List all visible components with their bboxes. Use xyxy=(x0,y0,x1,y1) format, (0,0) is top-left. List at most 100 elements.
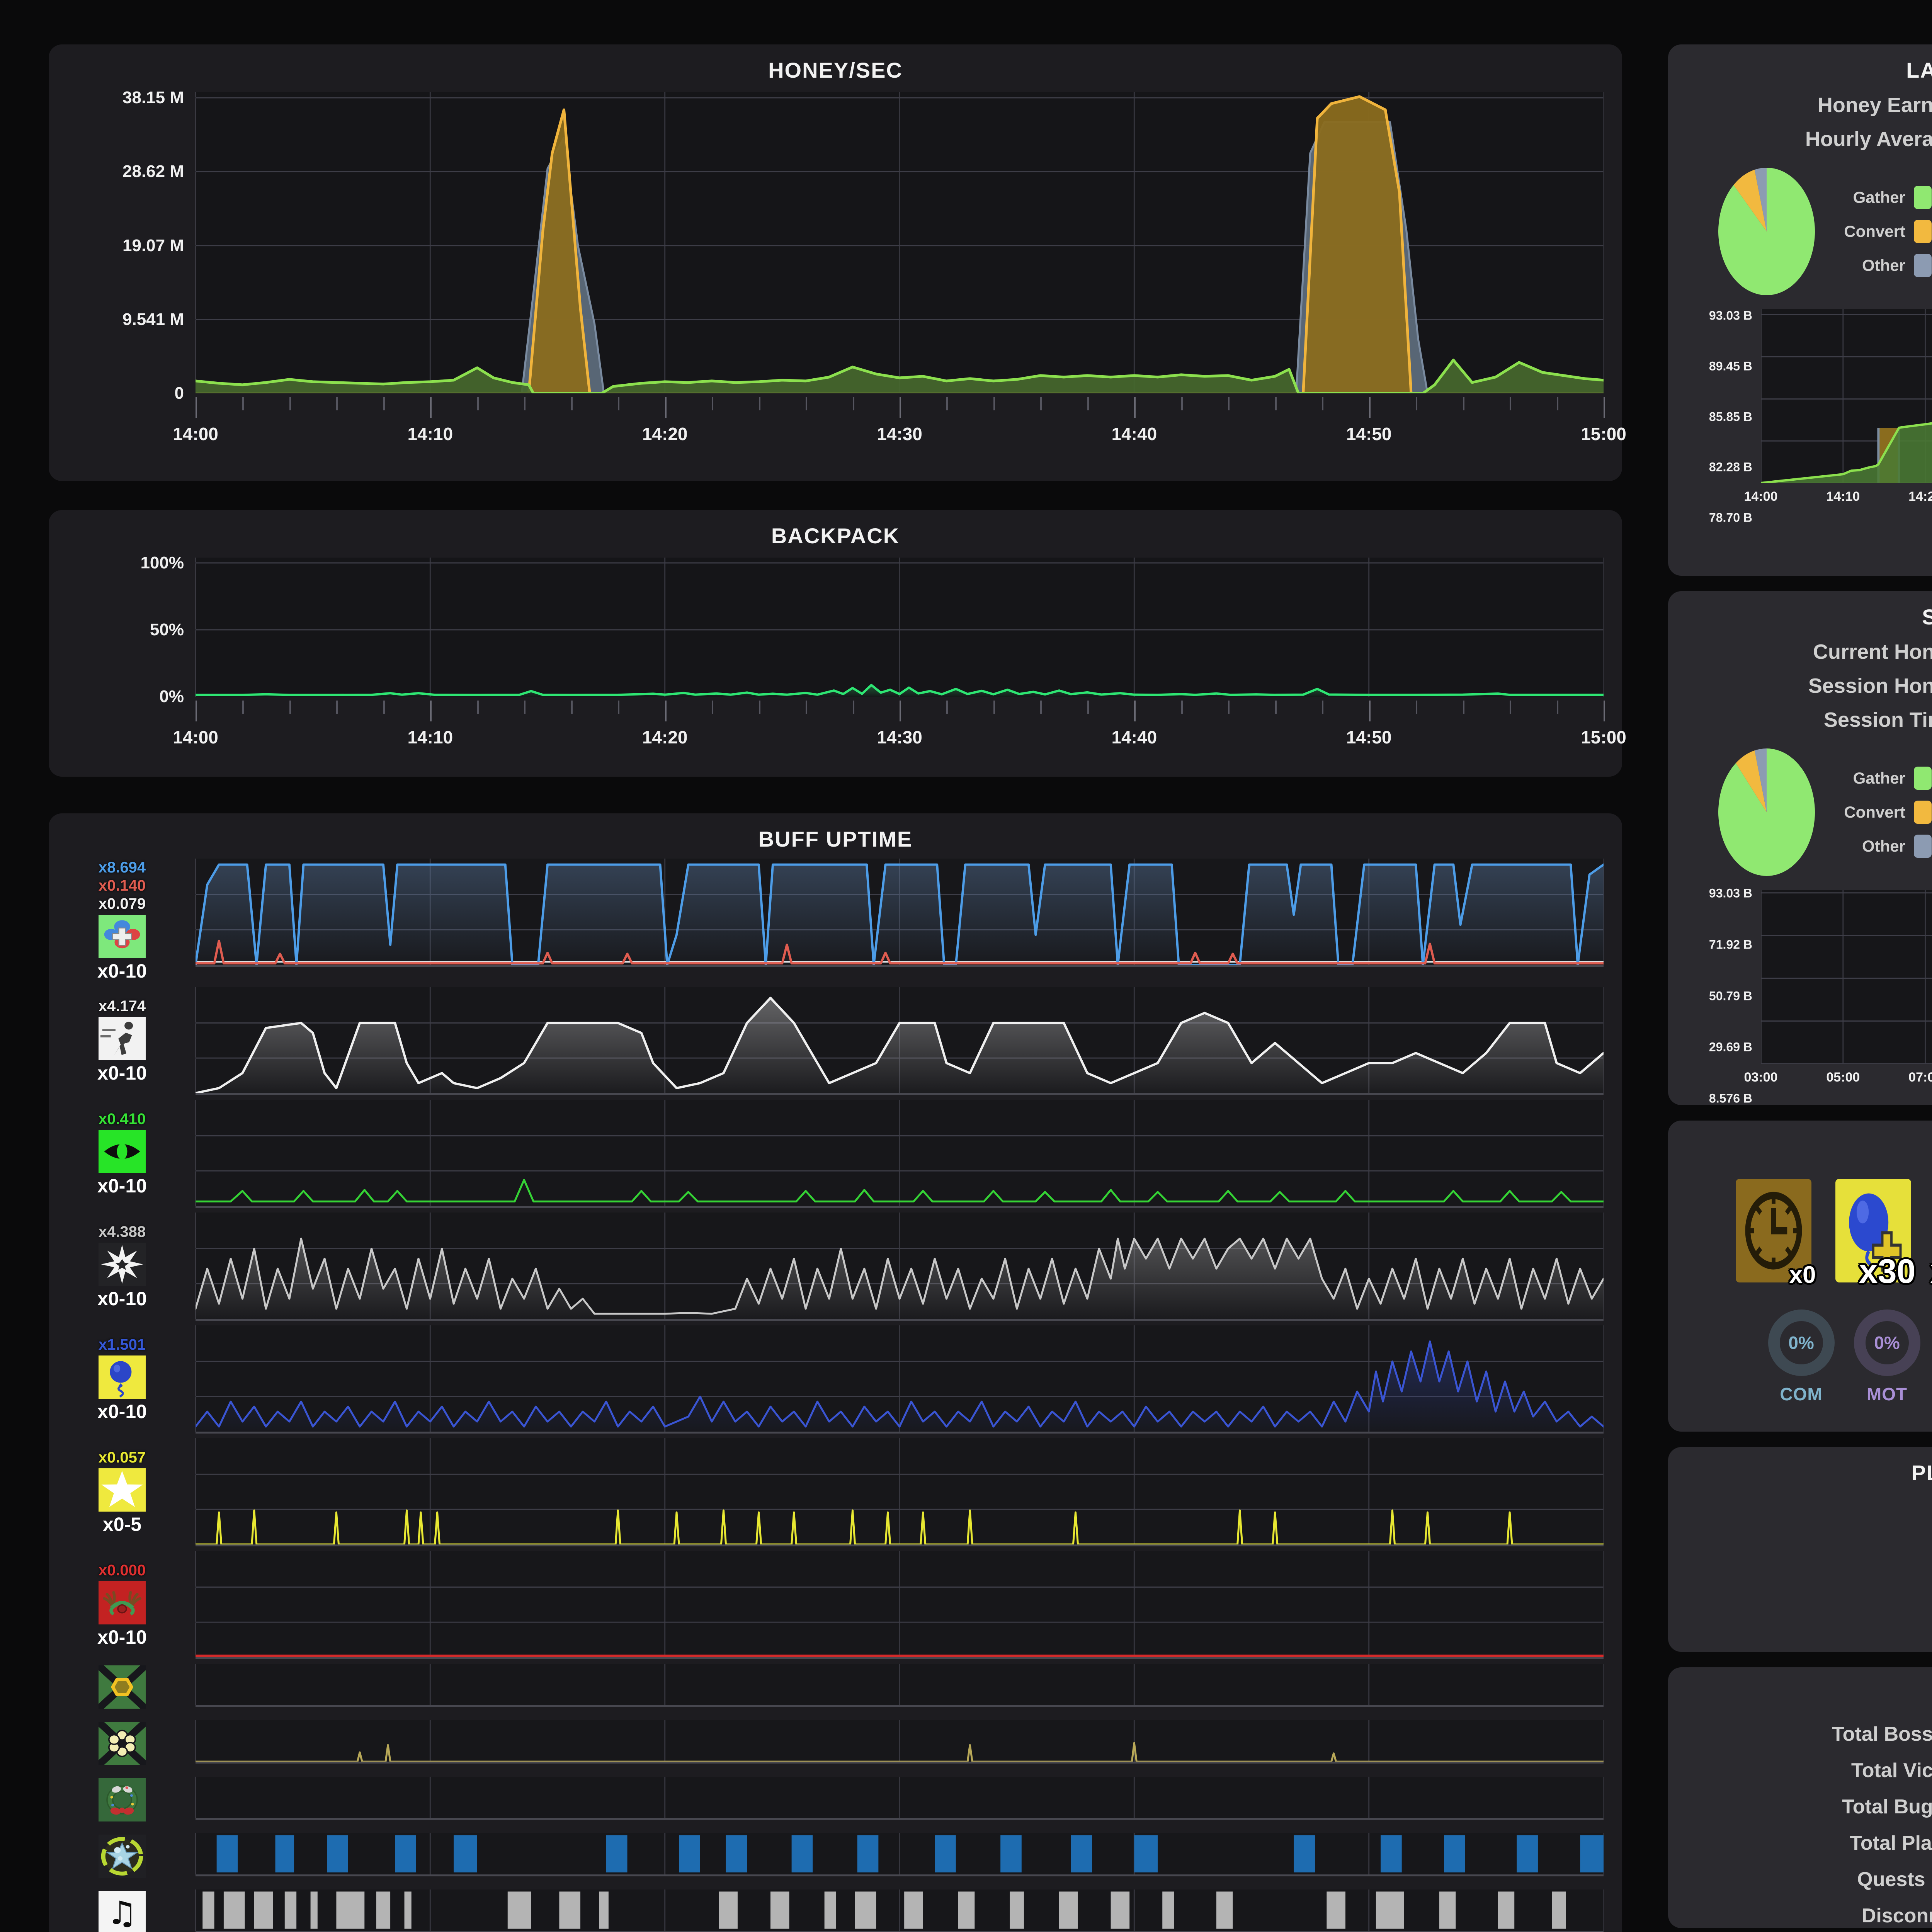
flower-flag-icon xyxy=(99,1721,146,1765)
buff-uptime-row xyxy=(49,1720,1622,1765)
axis-tick xyxy=(1040,701,1042,714)
buff-uptime-row: x8.694 x0.140 x0.079 x0-10 xyxy=(49,859,1622,982)
axis-tick xyxy=(946,397,948,410)
axis-tick xyxy=(759,701,760,714)
honey-y-axis: 0 9.541 M 19.07 M 28.62 M 38.15 M xyxy=(64,88,196,403)
axis-tick xyxy=(712,397,714,410)
legend-row: Other00:02:374% xyxy=(1840,254,1932,277)
axis-tick xyxy=(1416,701,1418,714)
axis-tick-label: 14:40 xyxy=(1111,424,1157,444)
backpack-chart xyxy=(196,558,1604,697)
axis-tick xyxy=(900,397,901,418)
field-gauge: 0% COM xyxy=(1768,1310,1835,1405)
field-gauge: 0% MOT xyxy=(1854,1310,1920,1405)
axis-tick xyxy=(852,701,854,714)
buff-stack-label: x0 xyxy=(1789,1262,1816,1288)
buff-uptime-row xyxy=(49,1833,1622,1878)
axis-tick xyxy=(1275,701,1277,714)
axis-tick-label: 93.03 B xyxy=(1709,308,1752,323)
axis-tick-label: 14:20 xyxy=(642,424,688,444)
buff-row-rail: ♫ xyxy=(49,1889,196,1932)
gauge-ring: 0% xyxy=(1854,1310,1920,1376)
legend-color-chip xyxy=(1914,220,1932,243)
axis-tick xyxy=(1463,701,1464,714)
axis-tick xyxy=(1604,397,1605,418)
last-hour-stats: Honey Earned14.33 B ▲Hourly Average12.18… xyxy=(1711,88,1932,156)
buff-uptime-row xyxy=(49,1776,1622,1821)
buff-uptime-row: x1.501 x0-10 xyxy=(49,1325,1622,1434)
axis-tick xyxy=(477,397,479,410)
buff-range-label: x0-10 xyxy=(97,960,147,982)
buff-row-rail xyxy=(49,1720,196,1765)
legend-label: Other xyxy=(1862,256,1905,274)
axis-tick-label: 78.70 B xyxy=(1709,510,1752,525)
axis-tick xyxy=(242,701,244,714)
axis-tick-label: 05:00 xyxy=(1826,1070,1860,1085)
buff-row-chart xyxy=(196,1099,1604,1208)
wreath-icon xyxy=(99,1778,146,1821)
stat-label: Hourly Average xyxy=(1805,128,1932,151)
axis-tick xyxy=(618,397,620,410)
buff-row-chart xyxy=(196,1776,1604,1820)
buff-row-rail: x4.388 x0-10 xyxy=(49,1213,196,1321)
axis-tick xyxy=(1134,701,1136,721)
clock-buff-icon: x0 xyxy=(1735,1179,1816,1288)
green-eye-buff-icon xyxy=(99,1130,146,1173)
buff-row-chart xyxy=(196,986,1604,1095)
honeycomb-flag-icon xyxy=(99,1665,146,1709)
stats-row-label: Total Boss Kills xyxy=(1832,1723,1932,1745)
axis-tick xyxy=(1510,701,1512,714)
buff-row-chart xyxy=(196,1889,1604,1932)
axis-tick xyxy=(1040,397,1042,410)
axis-tick-label: 50.79 B xyxy=(1709,989,1752,1003)
buff-row-rail: x0.410 x0-10 xyxy=(49,1100,196,1208)
axis-tick-label: 93.03 B xyxy=(1709,886,1752,900)
axis-tick-label: 100% xyxy=(140,553,184,572)
axis-tick-label: 38.15 M xyxy=(122,88,184,107)
burst-buff-icon xyxy=(99,1243,146,1286)
axis-tick xyxy=(1463,397,1464,410)
stats-row: Total Planters0 xyxy=(1668,1826,1932,1860)
axis-tick xyxy=(806,397,808,410)
buff-multiplier-label: x0.079 xyxy=(98,895,146,913)
axis-tick xyxy=(993,397,995,410)
axis-tick-label: 14:10 xyxy=(1826,489,1860,504)
axis-tick xyxy=(1181,397,1183,410)
stats-title: STATS xyxy=(1668,1667,1932,1706)
legend-row: Gather06:10:2989% xyxy=(1840,767,1932,790)
buff-uptime-panel: BUFF UPTIME x8.694 x0.140 x0.079 x0-10 x4.17… xyxy=(49,813,1622,1932)
buff-range-label: x0-10 xyxy=(97,1288,147,1310)
axis-tick-label: 71.92 B xyxy=(1709,937,1752,952)
axis-tick xyxy=(430,397,432,418)
axis-tick xyxy=(1228,397,1230,410)
star-buff-icon xyxy=(99,1468,146,1512)
stats-row-label: Disconnects xyxy=(1861,1905,1932,1927)
legend-color-chip xyxy=(1914,801,1932,824)
legend-row: Convert00:27:587% xyxy=(1840,801,1932,824)
legend-row: Convert00:04:428% xyxy=(1840,220,1932,243)
axis-tick-label: 14:30 xyxy=(877,424,922,444)
backpack-panel: BACKPACK 0% 50% 100% 14:00 14:10 14:20 14:30 1… xyxy=(49,510,1626,777)
axis-tick xyxy=(336,701,338,714)
buff-range-label: x0-10 xyxy=(97,1401,147,1423)
last-hour-pie-chart xyxy=(1718,168,1815,295)
axis-tick xyxy=(383,701,385,714)
buff-uptime-row: x0.057 x0-5 xyxy=(49,1438,1622,1546)
legend-row: Other00:17:384% xyxy=(1840,835,1932,858)
stats-panel: STATS Total Boss Kills0Total Vic Kills0T… xyxy=(1668,1667,1932,1928)
axis-tick-label: 14:50 xyxy=(1346,424,1392,444)
stats-rows: Total Boss Kills0Total Vic Kills0Total B… xyxy=(1668,1717,1932,1932)
axis-tick xyxy=(1275,397,1277,410)
legend-label: Convert xyxy=(1844,222,1905,240)
buff-multiplier-label: x0.410 xyxy=(98,1110,146,1128)
axis-tick-label: 15:00 xyxy=(1581,424,1626,444)
axis-tick xyxy=(759,397,760,410)
axis-tick-label: 15:00 xyxy=(1581,727,1626,747)
stats-row-label: Total Vic Kills xyxy=(1851,1759,1932,1782)
axis-tick xyxy=(1369,397,1371,418)
axis-tick-label: 03:00 xyxy=(1744,1070,1778,1085)
axis-tick-label: 0% xyxy=(159,687,184,706)
gauge-ring: 0% xyxy=(1768,1310,1835,1376)
axis-tick-label: 14:50 xyxy=(1346,727,1392,747)
